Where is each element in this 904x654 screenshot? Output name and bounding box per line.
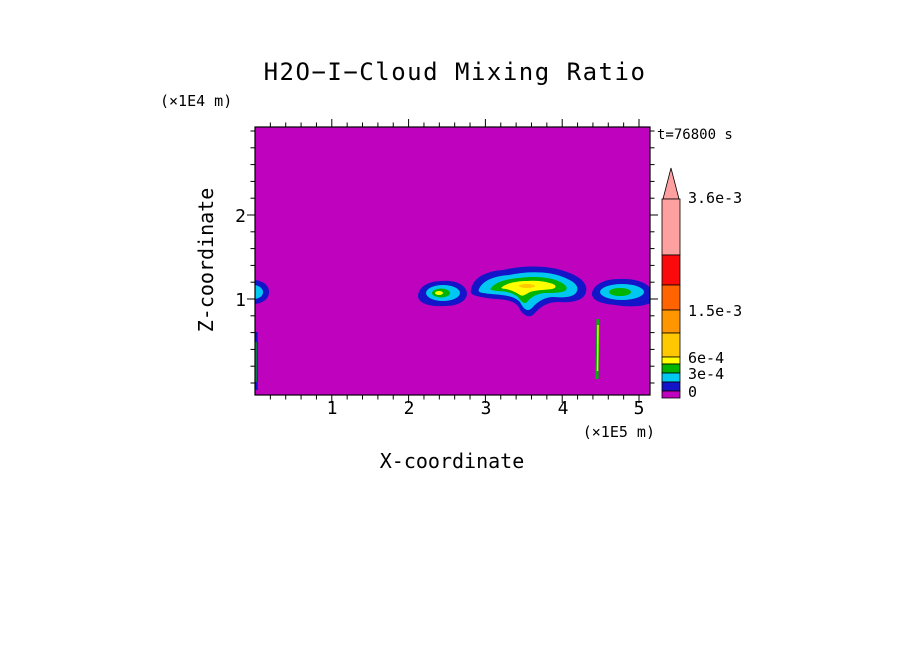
cb-seg-amber <box>661 332 681 358</box>
contour-amber <box>519 284 535 288</box>
x-axis-units: (×1E5 m) <box>582 423 655 441</box>
x-axis-label: X-coordinate <box>379 449 525 473</box>
x-tick-1: 1 <box>326 398 338 419</box>
cb-seg-dark-orange <box>661 284 681 311</box>
y-tick-1: 1 <box>235 290 246 311</box>
cb-seg-yellow <box>661 356 681 365</box>
cb-label-3.6e-3: 3.6e-3 <box>688 189 743 207</box>
cb-label-1.5e-3: 1.5e-3 <box>688 302 743 320</box>
x-tick-2: 2 <box>403 398 415 419</box>
cb-seg-orange <box>661 309 681 334</box>
contour-plot <box>247 119 658 403</box>
y-axis-label: Z-coordinate <box>194 187 218 333</box>
left-edge-streak <box>255 332 258 390</box>
axis-ticks <box>247 119 658 403</box>
plot-field <box>255 127 650 395</box>
colorbar-arrow-tip <box>662 167 680 200</box>
cb-seg-red <box>661 254 681 286</box>
field-background <box>255 127 650 395</box>
x-tick-3: 3 <box>480 398 492 419</box>
plot-frame <box>254 126 651 396</box>
fall-streak <box>595 318 600 380</box>
right-cloud <box>591 278 650 307</box>
streak-yellow <box>596 324 599 372</box>
page-title: H2O−I−Cloud Mixing Ratio <box>263 58 647 86</box>
time-annotation: t=76800 s <box>657 127 733 143</box>
left-edge-cloud <box>255 280 269 304</box>
cb-label-0: 0 <box>688 383 698 401</box>
cb-seg-pink <box>661 198 681 256</box>
contour-yellow <box>435 291 443 295</box>
cb-seg-cyan <box>661 372 681 383</box>
cb-seg-green <box>661 363 681 374</box>
x-tick-4: 4 <box>557 398 569 419</box>
colorbar <box>661 167 681 399</box>
main-cloud <box>470 266 587 317</box>
y-tick-2: 2 <box>235 206 246 227</box>
y-axis-units: (×1E4 m) <box>160 92 233 110</box>
x-tick-5: 5 <box>633 398 645 419</box>
cb-label-6e-4: 6e-4 <box>688 349 725 367</box>
cb-label-3e-4: 3e-4 <box>688 365 725 383</box>
small-cloud <box>417 280 467 307</box>
cb-seg-blue <box>661 381 681 392</box>
contour-yellow <box>501 280 556 296</box>
contour-green <box>609 288 631 296</box>
contour-inner <box>255 285 263 299</box>
cb-seg-magenta <box>661 390 681 399</box>
